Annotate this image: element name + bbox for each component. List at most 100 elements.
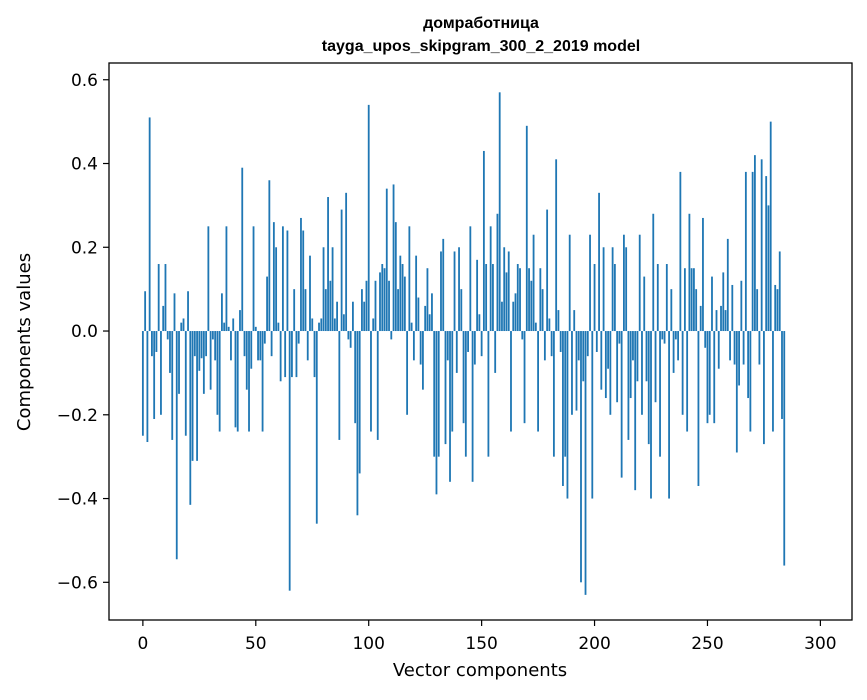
bar [641, 331, 643, 415]
y-tick-label: −0.2 [57, 406, 98, 426]
x-axis-ticks: 0 50 100 150 200 250 300 [137, 620, 837, 654]
bar [444, 331, 447, 445]
bar [738, 331, 740, 386]
x-tick-label: 200 [578, 634, 610, 654]
bar [665, 264, 668, 332]
bar [478, 314, 481, 332]
bar [198, 331, 201, 371]
bar [151, 331, 153, 357]
bar [431, 293, 433, 332]
y-tick-label: 0.4 [71, 155, 98, 175]
bar [659, 331, 661, 457]
bar [309, 255, 311, 332]
bar [153, 331, 156, 419]
bar [501, 301, 503, 332]
bar [234, 331, 237, 428]
chart-title: домработница [423, 15, 539, 32]
bar [654, 331, 657, 403]
bar [690, 268, 693, 332]
bar [230, 331, 232, 361]
bar [243, 331, 246, 357]
bar [437, 331, 440, 457]
bar [239, 310, 241, 332]
bar [512, 301, 515, 332]
bar [731, 284, 734, 332]
bar [209, 331, 212, 390]
bar [304, 289, 307, 332]
bar [263, 331, 266, 344]
bar [634, 331, 637, 491]
bar [422, 331, 424, 390]
bar [758, 331, 761, 365]
bar [216, 331, 219, 415]
bar [302, 230, 305, 332]
bar [288, 331, 291, 591]
bar [774, 284, 777, 332]
bar [627, 331, 630, 440]
bar [225, 226, 228, 332]
bar [720, 305, 722, 332]
bar [638, 234, 641, 332]
bar [300, 217, 302, 332]
bar [516, 264, 519, 332]
bar [379, 272, 381, 332]
bar [537, 331, 539, 432]
bar [315, 331, 318, 524]
bar [476, 259, 479, 332]
bar [733, 331, 736, 365]
bar [257, 331, 259, 361]
bar [415, 255, 418, 332]
bar [650, 331, 652, 499]
bar [482, 150, 485, 332]
bar [747, 331, 750, 399]
bar [166, 331, 169, 340]
bar [279, 331, 282, 382]
bar [577, 331, 580, 361]
bar [613, 264, 616, 332]
bar [410, 322, 413, 332]
bar [365, 280, 368, 332]
bar [530, 280, 533, 332]
bar [164, 264, 167, 332]
bar [489, 226, 492, 332]
bar [503, 247, 506, 332]
bar [498, 92, 501, 332]
bar [564, 331, 567, 457]
bar [214, 331, 217, 361]
bar [259, 331, 262, 361]
bar [286, 230, 289, 332]
bar [338, 331, 341, 440]
bar [245, 331, 248, 390]
bar [772, 331, 774, 432]
bar [751, 171, 754, 332]
bar [607, 331, 609, 369]
bar [401, 264, 404, 332]
bar [575, 331, 578, 411]
bar [394, 222, 397, 332]
bar [462, 331, 465, 424]
bar [521, 331, 524, 340]
bar [148, 117, 151, 332]
bar [202, 331, 205, 394]
bar [740, 280, 743, 332]
bar [275, 247, 278, 332]
bar [469, 226, 472, 332]
bar [412, 331, 415, 361]
bar [778, 251, 781, 332]
bar [311, 318, 314, 332]
bar [550, 331, 553, 357]
bar [236, 331, 239, 432]
bar [218, 331, 221, 432]
bar [254, 326, 257, 332]
bar [629, 331, 632, 399]
bar [157, 264, 160, 332]
bar [333, 318, 336, 332]
bar [715, 310, 718, 332]
bar [442, 238, 445, 332]
bar [600, 331, 603, 390]
y-axis-label: Components values [14, 253, 35, 431]
bar [711, 276, 713, 332]
bar [523, 331, 526, 424]
bar [492, 264, 494, 332]
bar [724, 310, 727, 332]
